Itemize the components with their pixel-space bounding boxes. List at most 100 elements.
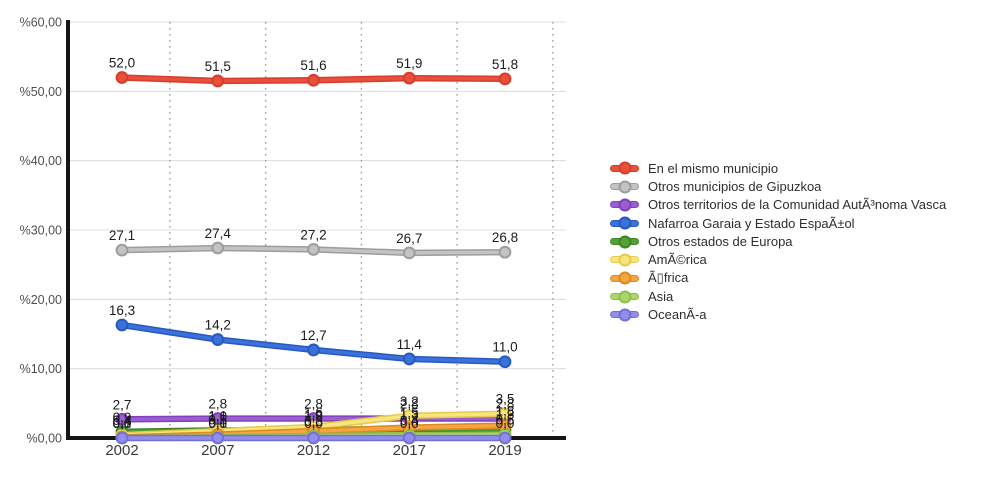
data-point-marker — [211, 241, 225, 255]
data-point-label: 27,4 — [205, 226, 232, 241]
legend-point-icon — [618, 271, 631, 285]
line-chart-canvas: %0,00 %10,00 %20,00 %30,00 %40,00 %50,00 %60,0… — [20, 16, 566, 459]
data-point-label: 2,7 — [113, 397, 132, 412]
data-point-label: 3,5 — [496, 392, 515, 407]
series-8 — [115, 431, 512, 445]
data-point-label: 0,1 — [208, 415, 227, 430]
data-point-marker — [402, 431, 416, 445]
data-point-marker — [402, 352, 416, 366]
data-point-label: 2,8 — [496, 397, 515, 412]
legend-item-1: Otros municipios de Gipuzkoa — [610, 177, 946, 195]
data-point-label: 1,2 — [304, 408, 323, 423]
legend-label: En el mismo municipio — [648, 160, 779, 176]
x-axis-labels: 2002 2007 2012 2017 2019 — [105, 442, 521, 459]
legend-item-5: AmÃ©rica — [610, 251, 946, 269]
series-0 — [115, 71, 512, 88]
y-tick-label: %50,00 — [20, 85, 62, 99]
y-axis-labels: %0,00 %10,00 %20,00 %30,00 %40,00 %50,00 %60,0… — [20, 16, 62, 446]
legend-point-icon — [618, 180, 631, 194]
data-point-label: 0,9 — [113, 410, 132, 425]
legend-label: Ã▯frica — [648, 270, 689, 286]
data-point-label: 1,6 — [304, 405, 323, 420]
data-point-label: 0,5 — [208, 413, 227, 428]
data-point-label: 26,7 — [396, 231, 422, 246]
legend-line-marker-icon — [610, 290, 639, 304]
data-point-label: 0,0 — [113, 416, 132, 431]
y-tick-label: %10,00 — [20, 362, 62, 376]
data-point-label: 1,0 — [208, 409, 227, 424]
legend-label: Otros territorios de la Comunidad AutÃ³n… — [648, 197, 947, 213]
data-labels: 52,0 51,5 51,6 51,9 51,8 27,1 27,4 27,2 26,7 26,8… — [109, 55, 518, 431]
data-point-label: 26,8 — [492, 230, 518, 245]
data-point-label: 2,8 — [208, 397, 227, 412]
legend-line-marker-icon — [610, 235, 639, 249]
data-point-label: 1,1 — [208, 408, 227, 423]
data-point-marker — [211, 74, 225, 88]
data-point-label: 0,0 — [400, 416, 419, 431]
data-point-marker — [498, 355, 512, 369]
y-tick-label: %30,00 — [20, 224, 62, 238]
legend-item-6: Ã▯frica — [610, 269, 946, 287]
y-tick-label: %60,00 — [20, 16, 62, 30]
data-point-marker — [307, 343, 320, 357]
data-point-marker — [402, 246, 416, 260]
legend-label: AmÃ©rica — [648, 252, 707, 268]
legend-line-marker-icon — [610, 180, 639, 194]
data-point-marker — [402, 71, 416, 85]
legend-point-icon — [618, 290, 631, 304]
data-point-marker — [307, 73, 320, 87]
data-point-marker — [211, 333, 225, 346]
data-point-label: 12,7 — [300, 328, 326, 343]
legend-label: Asia — [648, 289, 674, 305]
data-point-label: 3,2 — [400, 394, 419, 409]
data-point-label: 51,5 — [205, 59, 231, 74]
data-point-label: 51,8 — [492, 57, 518, 72]
data-point-label: 27,2 — [300, 227, 326, 242]
x-tick-label: 2017 — [393, 442, 426, 459]
data-point-label: 11,0 — [492, 340, 517, 355]
data-point-label: 51,9 — [396, 56, 422, 71]
data-point-label: 0,3 — [304, 414, 323, 429]
data-point-label: 1,3 — [496, 407, 515, 422]
data-point-label: 0,0 — [304, 416, 323, 431]
legend-line-marker-icon — [610, 198, 639, 212]
legend-item-4: Otros estados de Europa — [610, 232, 946, 250]
data-point-marker — [498, 431, 512, 445]
data-point-marker — [115, 318, 129, 332]
series-3 — [115, 318, 512, 369]
x-tick-label: 2019 — [488, 442, 521, 459]
y-axis-line — [66, 20, 70, 440]
legend-item-0: En el mismo municipio — [610, 159, 946, 177]
legend-point-icon — [618, 308, 631, 322]
data-point-marker — [115, 412, 129, 426]
y-tick-label: %40,00 — [20, 154, 62, 168]
y-tick-label: %20,00 — [20, 293, 62, 307]
data-point-label: 0,0 — [113, 416, 132, 431]
legend-point-icon — [618, 216, 631, 230]
legend-line-marker-icon — [610, 253, 639, 267]
data-point-label: 0,0 — [496, 416, 515, 431]
x-tick-label: 2012 — [297, 442, 330, 459]
data-point-marker — [115, 71, 129, 84]
legend-label: OceanÃ-a — [648, 307, 707, 323]
legend-line-marker-icon — [610, 161, 639, 175]
legend-item-7: Asia — [610, 287, 946, 305]
legend-point-icon — [618, 235, 631, 249]
data-point-label: 1,5 — [400, 406, 419, 421]
data-point-label: 1,3 — [400, 407, 419, 422]
x-tick-label: 2007 — [201, 442, 234, 459]
data-point-label: 2,8 — [400, 397, 419, 412]
legend-label: Otros municipios de Gipuzkoa — [648, 179, 822, 195]
legend-label: Otros estados de Europa — [648, 234, 793, 250]
legend-label: Nafarroa Garaia y Estado EspaÃ±ol — [648, 215, 855, 231]
data-point-marker — [115, 431, 129, 445]
data-point-label: 11,4 — [397, 337, 423, 352]
data-point-marker — [307, 243, 320, 256]
data-point-label: 1,8 — [496, 404, 515, 419]
data-point-label: 0,5 — [496, 413, 515, 428]
data-point-marker — [307, 431, 320, 445]
data-point-label: 52,0 — [109, 55, 135, 70]
data-point-label: 1,0 — [304, 409, 323, 424]
legend-item-3: Nafarroa Garaia y Estado EspaÃ±ol — [610, 214, 946, 232]
data-point-marker — [498, 245, 512, 259]
